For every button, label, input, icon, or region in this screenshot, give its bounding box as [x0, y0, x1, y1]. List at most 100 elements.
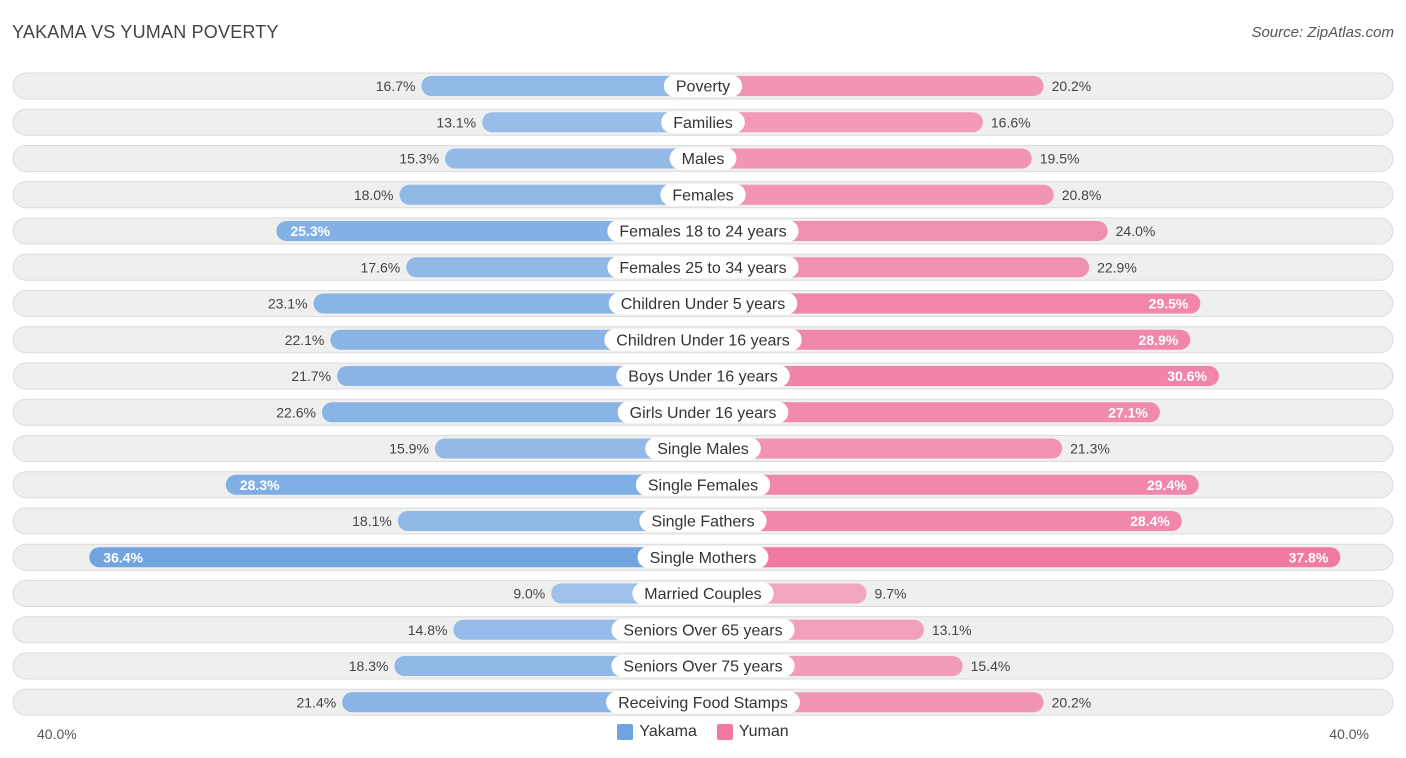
legend-item-yakama: Yakama	[617, 723, 697, 741]
category-label-box	[607, 256, 799, 279]
bar-yakama	[421, 76, 703, 96]
bar-row-receiving-food-stamps: 21.4% 20.2% Receiving Food Stamps	[12, 688, 1394, 716]
axis-label-right: 40.0%	[1329, 726, 1369, 742]
value-label-yakama: 15.9%	[389, 441, 429, 457]
bar-yakama	[445, 148, 703, 169]
bar-yakama	[276, 221, 703, 241]
bar-yakama	[482, 112, 703, 133]
value-label-yuman: 20.2%	[1052, 78, 1092, 94]
category-label-box	[607, 220, 799, 242]
value-label-yakama: 9.0%	[513, 586, 545, 602]
bar-yakama	[321, 402, 703, 423]
value-label-yuman: 21.3%	[1070, 441, 1110, 457]
category-label-box	[645, 437, 761, 460]
bar-yuman	[703, 76, 1044, 96]
value-label-yakama: 18.3%	[349, 658, 389, 674]
value-label-yakama: 21.7%	[291, 368, 331, 384]
value-label-yakama: 15.3%	[399, 151, 439, 167]
category-label-box	[660, 183, 746, 206]
category-label-box	[606, 691, 800, 714]
category-label: Seniors Over 65 years	[623, 622, 782, 639]
bar-yuman	[703, 112, 983, 133]
bar-row-females-25-to-34-years: 17.6% 22.9% Females 25 to 34 years	[12, 253, 1394, 281]
category-label: Married Couples	[644, 586, 761, 603]
value-label-yuman: 37.8%	[1289, 549, 1329, 565]
bar-row-females-18-to-24-years: 25.3% 24.0% Females 18 to 24 years	[12, 217, 1394, 245]
bar-yuman	[703, 257, 1090, 278]
value-label-yuman: 19.5%	[1040, 151, 1080, 167]
bar-row-children-under-5-years: 23.1% 29.5% Children Under 5 years	[12, 290, 1394, 317]
chart-title: YAKAMA VS YUMAN POVERTY	[12, 22, 279, 42]
legend-label-yuman: Yuman	[738, 723, 789, 740]
value-label-yuman: 13.1%	[932, 622, 972, 638]
category-label: Females 25 to 34 years	[619, 260, 786, 277]
category-label-box	[635, 473, 771, 496]
bar-row-single-males: 15.9% 21.3% Single Males	[12, 435, 1394, 462]
value-label-yuman: 27.1%	[1108, 404, 1148, 420]
value-label-yakama: 36.4%	[103, 549, 143, 565]
value-label-yakama: 22.1%	[285, 332, 325, 348]
category-label-box	[639, 510, 767, 532]
value-label-yakama: 25.3%	[290, 223, 330, 239]
category-label-box	[663, 75, 743, 97]
bar-yakama	[399, 184, 703, 205]
bar-yakama	[434, 438, 703, 459]
value-label-yuman: 15.4%	[971, 658, 1011, 674]
value-label-yuman: 20.2%	[1052, 694, 1092, 710]
category-label-box	[611, 618, 795, 641]
category-label: Families	[673, 115, 733, 132]
bar-row-poverty: 16.7% 20.2% Poverty	[12, 72, 1394, 100]
category-label: Females 18 to 24 years	[619, 224, 786, 241]
value-label-yakama: 18.1%	[352, 513, 392, 529]
bar-yuman	[703, 474, 1199, 495]
category-label: Females	[672, 187, 733, 204]
bar-row-children-under-16-years: 22.1% 28.9% Children Under 16 years	[12, 326, 1394, 354]
value-label-yakama: 23.1%	[268, 296, 308, 312]
category-label: Single Males	[657, 441, 749, 458]
value-label-yakama: 16.7%	[376, 78, 416, 94]
bar-row-females: 18.0% 20.8% Females	[12, 181, 1394, 209]
bar-yakama	[397, 511, 703, 531]
axis-label-left: 40.0%	[37, 726, 77, 742]
legend-swatch-yuman	[716, 724, 733, 740]
value-label-yuman: 24.0%	[1116, 223, 1156, 239]
bar-row-single-mothers: 36.4% 37.8% Single Mothers	[12, 543, 1394, 571]
category-label-box	[669, 147, 737, 170]
value-label-yuman: 29.5%	[1149, 296, 1189, 312]
legend: Yakama Yuman	[0, 723, 1406, 741]
category-label: Receiving Food Stamps	[618, 695, 788, 712]
bar-row-males: 15.3% 19.5% Males	[12, 145, 1394, 172]
category-label: Girls Under 16 years	[630, 405, 777, 422]
bar-yuman	[703, 366, 1219, 386]
bar-yuman	[703, 221, 1108, 241]
category-label: Poverty	[676, 79, 730, 96]
bar-row-seniors-over-65-years: 14.8% 13.1% Seniors Over 65 years	[12, 616, 1394, 644]
category-label: Seniors Over 75 years	[623, 659, 782, 676]
bar-yakama	[89, 547, 703, 568]
category-label-box	[608, 292, 798, 315]
bar-row-boys-under-16-years: 21.7% 30.6% Boys Under 16 years	[12, 362, 1394, 390]
value-label-yakama: 13.1%	[436, 114, 476, 130]
category-label-box	[611, 655, 795, 677]
category-label: Single Fathers	[651, 514, 754, 531]
value-label-yakama: 28.3%	[240, 477, 280, 493]
value-label-yuman: 20.8%	[1062, 187, 1102, 203]
bar-yuman	[703, 438, 1063, 459]
bar-row-married-couples: 9.0% 9.7% Married Couples	[12, 580, 1394, 607]
value-label-yuman: 29.4%	[1147, 477, 1187, 493]
bar-yuman	[703, 184, 1054, 205]
bar-yuman	[703, 148, 1032, 169]
bar-row-seniors-over-75-years: 18.3% 15.4% Seniors Over 75 years	[12, 652, 1394, 680]
value-label-yuman: 22.9%	[1097, 259, 1137, 275]
bar-yakama	[225, 474, 703, 495]
bar-yuman	[703, 329, 1191, 350]
bar-row-girls-under-16-years: 22.6% 27.1% Girls Under 16 years	[12, 398, 1394, 426]
value-label-yakama: 21.4%	[296, 694, 336, 710]
category-label: Males	[682, 151, 725, 168]
value-label-yuman: 28.4%	[1130, 513, 1170, 529]
legend-item-yuman: Yuman	[716, 723, 789, 741]
value-label-yuman: 9.7%	[875, 586, 907, 602]
category-label: Boys Under 16 years	[628, 369, 777, 386]
value-label-yakama: 17.6%	[361, 259, 401, 275]
